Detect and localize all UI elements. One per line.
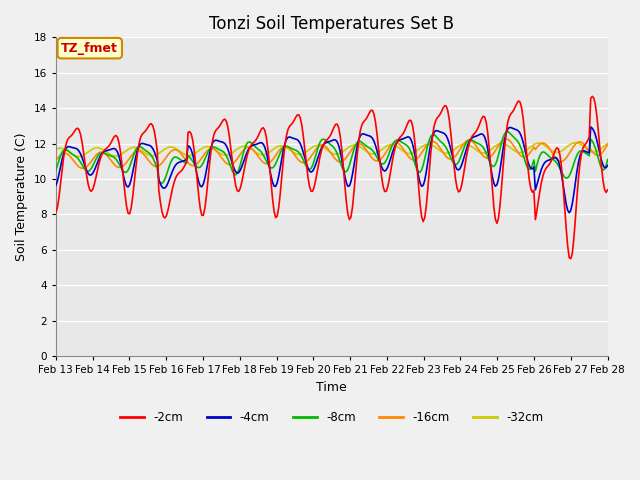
Text: TZ_fmet: TZ_fmet — [61, 42, 118, 55]
-2cm — [52, 209, 60, 215]
-32cm — [604, 141, 611, 146]
-2cm — [120, 177, 127, 182]
-8cm — [158, 180, 166, 186]
-32cm — [236, 144, 244, 150]
Y-axis label: Soil Temperature (C): Soil Temperature (C) — [15, 132, 28, 261]
-4cm — [244, 147, 252, 153]
Line: -32cm: -32cm — [56, 143, 607, 156]
-2cm — [235, 189, 243, 194]
-4cm — [52, 183, 60, 189]
-16cm — [52, 157, 60, 163]
Legend: -2cm, -4cm, -8cm, -16cm, -32cm: -2cm, -4cm, -8cm, -16cm, -32cm — [115, 407, 548, 429]
-2cm — [604, 187, 611, 193]
-32cm — [121, 149, 129, 155]
-16cm — [78, 166, 86, 171]
-32cm — [75, 154, 83, 159]
X-axis label: Time: Time — [316, 381, 347, 394]
-32cm — [52, 146, 60, 152]
-16cm — [576, 139, 584, 145]
-2cm — [244, 150, 252, 156]
-16cm — [604, 142, 611, 147]
Line: -16cm: -16cm — [56, 139, 607, 168]
-2cm — [293, 112, 301, 118]
-16cm — [295, 157, 303, 163]
-8cm — [52, 168, 60, 173]
-8cm — [576, 148, 584, 154]
-16cm — [121, 161, 129, 167]
-8cm — [236, 162, 244, 168]
-4cm — [604, 163, 611, 168]
-2cm — [575, 176, 582, 181]
-2cm — [567, 256, 575, 262]
-8cm — [218, 148, 226, 154]
Line: -4cm: -4cm — [56, 127, 607, 213]
-32cm — [572, 140, 579, 145]
-2cm — [588, 94, 596, 99]
-2cm — [216, 122, 224, 128]
-4cm — [120, 173, 127, 179]
-4cm — [575, 160, 582, 166]
-4cm — [565, 210, 573, 216]
-32cm — [295, 152, 303, 157]
-32cm — [246, 145, 253, 151]
-8cm — [295, 149, 303, 155]
-32cm — [576, 141, 584, 147]
-8cm — [504, 129, 511, 134]
Line: -8cm: -8cm — [56, 132, 607, 183]
-16cm — [236, 152, 244, 157]
Line: -2cm: -2cm — [56, 96, 607, 259]
-8cm — [246, 139, 253, 145]
-4cm — [587, 124, 595, 130]
-16cm — [218, 155, 226, 161]
-4cm — [235, 169, 243, 175]
-8cm — [120, 168, 127, 174]
Title: Tonzi Soil Temperatures Set B: Tonzi Soil Temperatures Set B — [209, 15, 454, 33]
-4cm — [216, 139, 224, 144]
-8cm — [604, 156, 611, 162]
-32cm — [218, 151, 226, 157]
-16cm — [502, 136, 510, 142]
-4cm — [293, 137, 301, 143]
-16cm — [246, 144, 253, 150]
